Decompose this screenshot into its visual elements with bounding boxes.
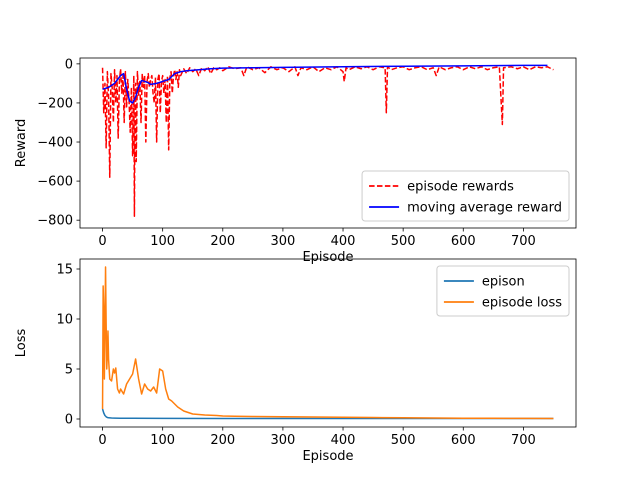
- x-tick-label: 0: [98, 433, 106, 448]
- y-tick-label: 15: [56, 263, 73, 278]
- legend-box: [436, 265, 570, 317]
- x-tick-label: 300: [270, 433, 295, 448]
- y-axis-title: Reward: [14, 119, 29, 167]
- series-line-moving-average-reward: [102, 64, 548, 104]
- x-tick-label: 400: [331, 433, 356, 448]
- legend-label: moving average reward: [407, 201, 562, 216]
- x-tick-label: 700: [511, 234, 536, 249]
- y-tick-label: −200: [37, 96, 73, 111]
- x-axis-title: Episode: [302, 250, 353, 265]
- y-tick-label: −400: [37, 136, 73, 151]
- y-tick-label: 0: [65, 57, 73, 72]
- loss-subplot: 0 100 200 300 400 500 600 700 0 5 10 15 Episode Loss e…: [14, 258, 577, 464]
- x-tick-label: 300: [270, 234, 295, 249]
- reward-subplot: 0 100 200 300 400 500 600 700 0 −200 −400 −600 −800 E…: [14, 57, 577, 265]
- x-tick-label: 0: [98, 234, 106, 249]
- x-tick-label: 100: [150, 433, 175, 448]
- y-tick-label: −600: [37, 175, 73, 190]
- x-tick-label: 700: [511, 433, 536, 448]
- series-line-epison: [101, 408, 554, 420]
- legend-label: episode loss: [482, 296, 562, 311]
- legend-box: [361, 170, 570, 222]
- plot-frame: [79, 57, 577, 229]
- plot-frame: [79, 258, 577, 428]
- series-group: [101, 266, 554, 420]
- x-tick-label: 600: [451, 433, 476, 448]
- series-line-episode-loss: [101, 266, 554, 420]
- x-tick-label: 200: [210, 433, 235, 448]
- x-tick-label: 600: [451, 234, 476, 249]
- series-group: [101, 64, 554, 218]
- x-tick-label: 400: [331, 234, 356, 249]
- y-tick-label: 5: [65, 363, 73, 378]
- legend: epison episode loss: [436, 265, 570, 317]
- y-tick-label: −800: [37, 214, 73, 229]
- x-tick-label: 100: [150, 234, 175, 249]
- y-tick-label: 10: [56, 313, 73, 328]
- y-tick-label: 0: [65, 413, 73, 428]
- x-tick-label: 500: [391, 433, 416, 448]
- legend-label: episode rewards: [407, 180, 514, 195]
- x-tick-label: 200: [210, 234, 235, 249]
- x-tick-label: 500: [391, 234, 416, 249]
- y-axis-title: Loss: [14, 329, 29, 358]
- legend: episode rewards moving average reward: [361, 170, 570, 222]
- x-axis-title: Episode: [302, 449, 353, 464]
- legend-label: epison: [482, 275, 525, 290]
